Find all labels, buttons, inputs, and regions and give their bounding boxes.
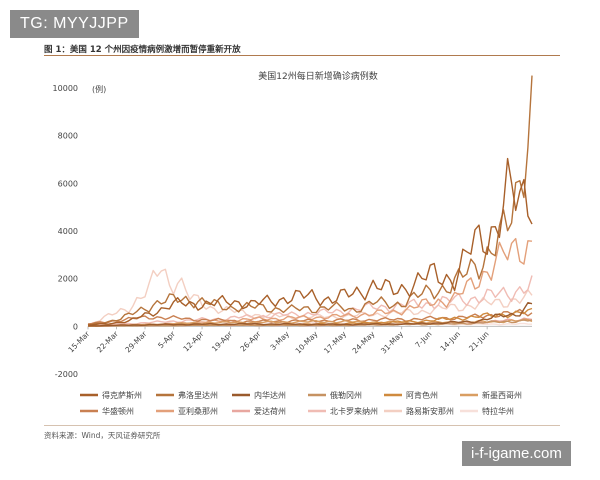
legend-label: 新墨西哥州 — [482, 390, 522, 400]
figure-caption: 图 1：美国 12 个州因疫情病例激增而暂停重新开放 — [44, 45, 241, 55]
series-line-11 — [87, 268, 533, 326]
legend-label: 阿肯色州 — [406, 390, 438, 400]
x-tick-label: 14-Jun — [438, 329, 462, 353]
series-line-3 — [87, 302, 533, 327]
top-watermark: TG: MYYJJPP — [10, 10, 139, 38]
bottom-watermark: i-f-igame.com — [462, 441, 571, 466]
y-tick-label: 10000 — [53, 84, 78, 93]
chart-title: 美国12州每日新增确诊病例数 — [258, 70, 377, 82]
caption-divider — [44, 55, 560, 56]
x-tick-label: 12-Apr — [181, 329, 206, 354]
x-axis: 15-Mar 22-Mar 29-Mar 5-Apr 12-Apr 19-Apr 26-Ap… — [66, 325, 532, 355]
series-line-1 — [87, 157, 533, 326]
y-axis-ticks: -2000 0 2000 4000 6000 8000 10000 — [53, 84, 78, 379]
x-tick-label: 24-May — [351, 329, 377, 355]
y-tick-label: 4000 — [58, 227, 78, 236]
y-tick-label: 6000 — [58, 179, 78, 188]
x-tick-label: 10-May — [294, 329, 320, 355]
legend-label: 华盛顿州 — [102, 406, 134, 416]
y-axis-unit-label: (例) — [92, 84, 106, 94]
x-tick-label: 3-May — [268, 329, 291, 352]
legend-label: 俄勒冈州 — [330, 390, 362, 400]
y-tick-label: 8000 — [58, 132, 78, 141]
legend-label: 特拉华州 — [482, 406, 514, 416]
legend-label: 爱达荷州 — [254, 406, 286, 416]
x-tick-label: 21-Jun — [467, 329, 491, 353]
y-tick-label: -2000 — [55, 370, 78, 379]
x-tick-label: 5-Apr — [156, 329, 177, 350]
x-tick-label: 31-May — [379, 329, 405, 355]
source-divider — [44, 425, 560, 426]
legend-label: 亚利桑那州 — [178, 406, 218, 416]
x-tick-label: 29-Mar — [123, 329, 149, 355]
series-line-7 — [87, 308, 533, 325]
source-note: 资料来源：Wind，天风证券研究所 — [44, 431, 161, 440]
legend-label: 北卡罗来纳州 — [330, 406, 378, 416]
x-tick-label: 22-Mar — [95, 329, 121, 355]
legend-label: 路易斯安那州 — [406, 406, 454, 416]
y-tick-label: 0 — [73, 322, 78, 331]
legend-label: 得克萨斯州 — [102, 390, 142, 400]
x-tick-label: 15-Mar — [66, 329, 92, 355]
series-lines — [87, 75, 533, 327]
legend-label: 弗洛里达州 — [178, 390, 218, 400]
legend-label: 内华达州 — [254, 390, 286, 400]
x-tick-label: 19-Apr — [210, 329, 235, 354]
x-tick-label: 17-May — [322, 329, 348, 355]
x-tick-label: 7-Jun — [413, 329, 433, 349]
series-line-2 — [87, 75, 533, 326]
x-tick-label: 26-Apr — [238, 329, 263, 354]
y-tick-label: 2000 — [58, 275, 78, 284]
